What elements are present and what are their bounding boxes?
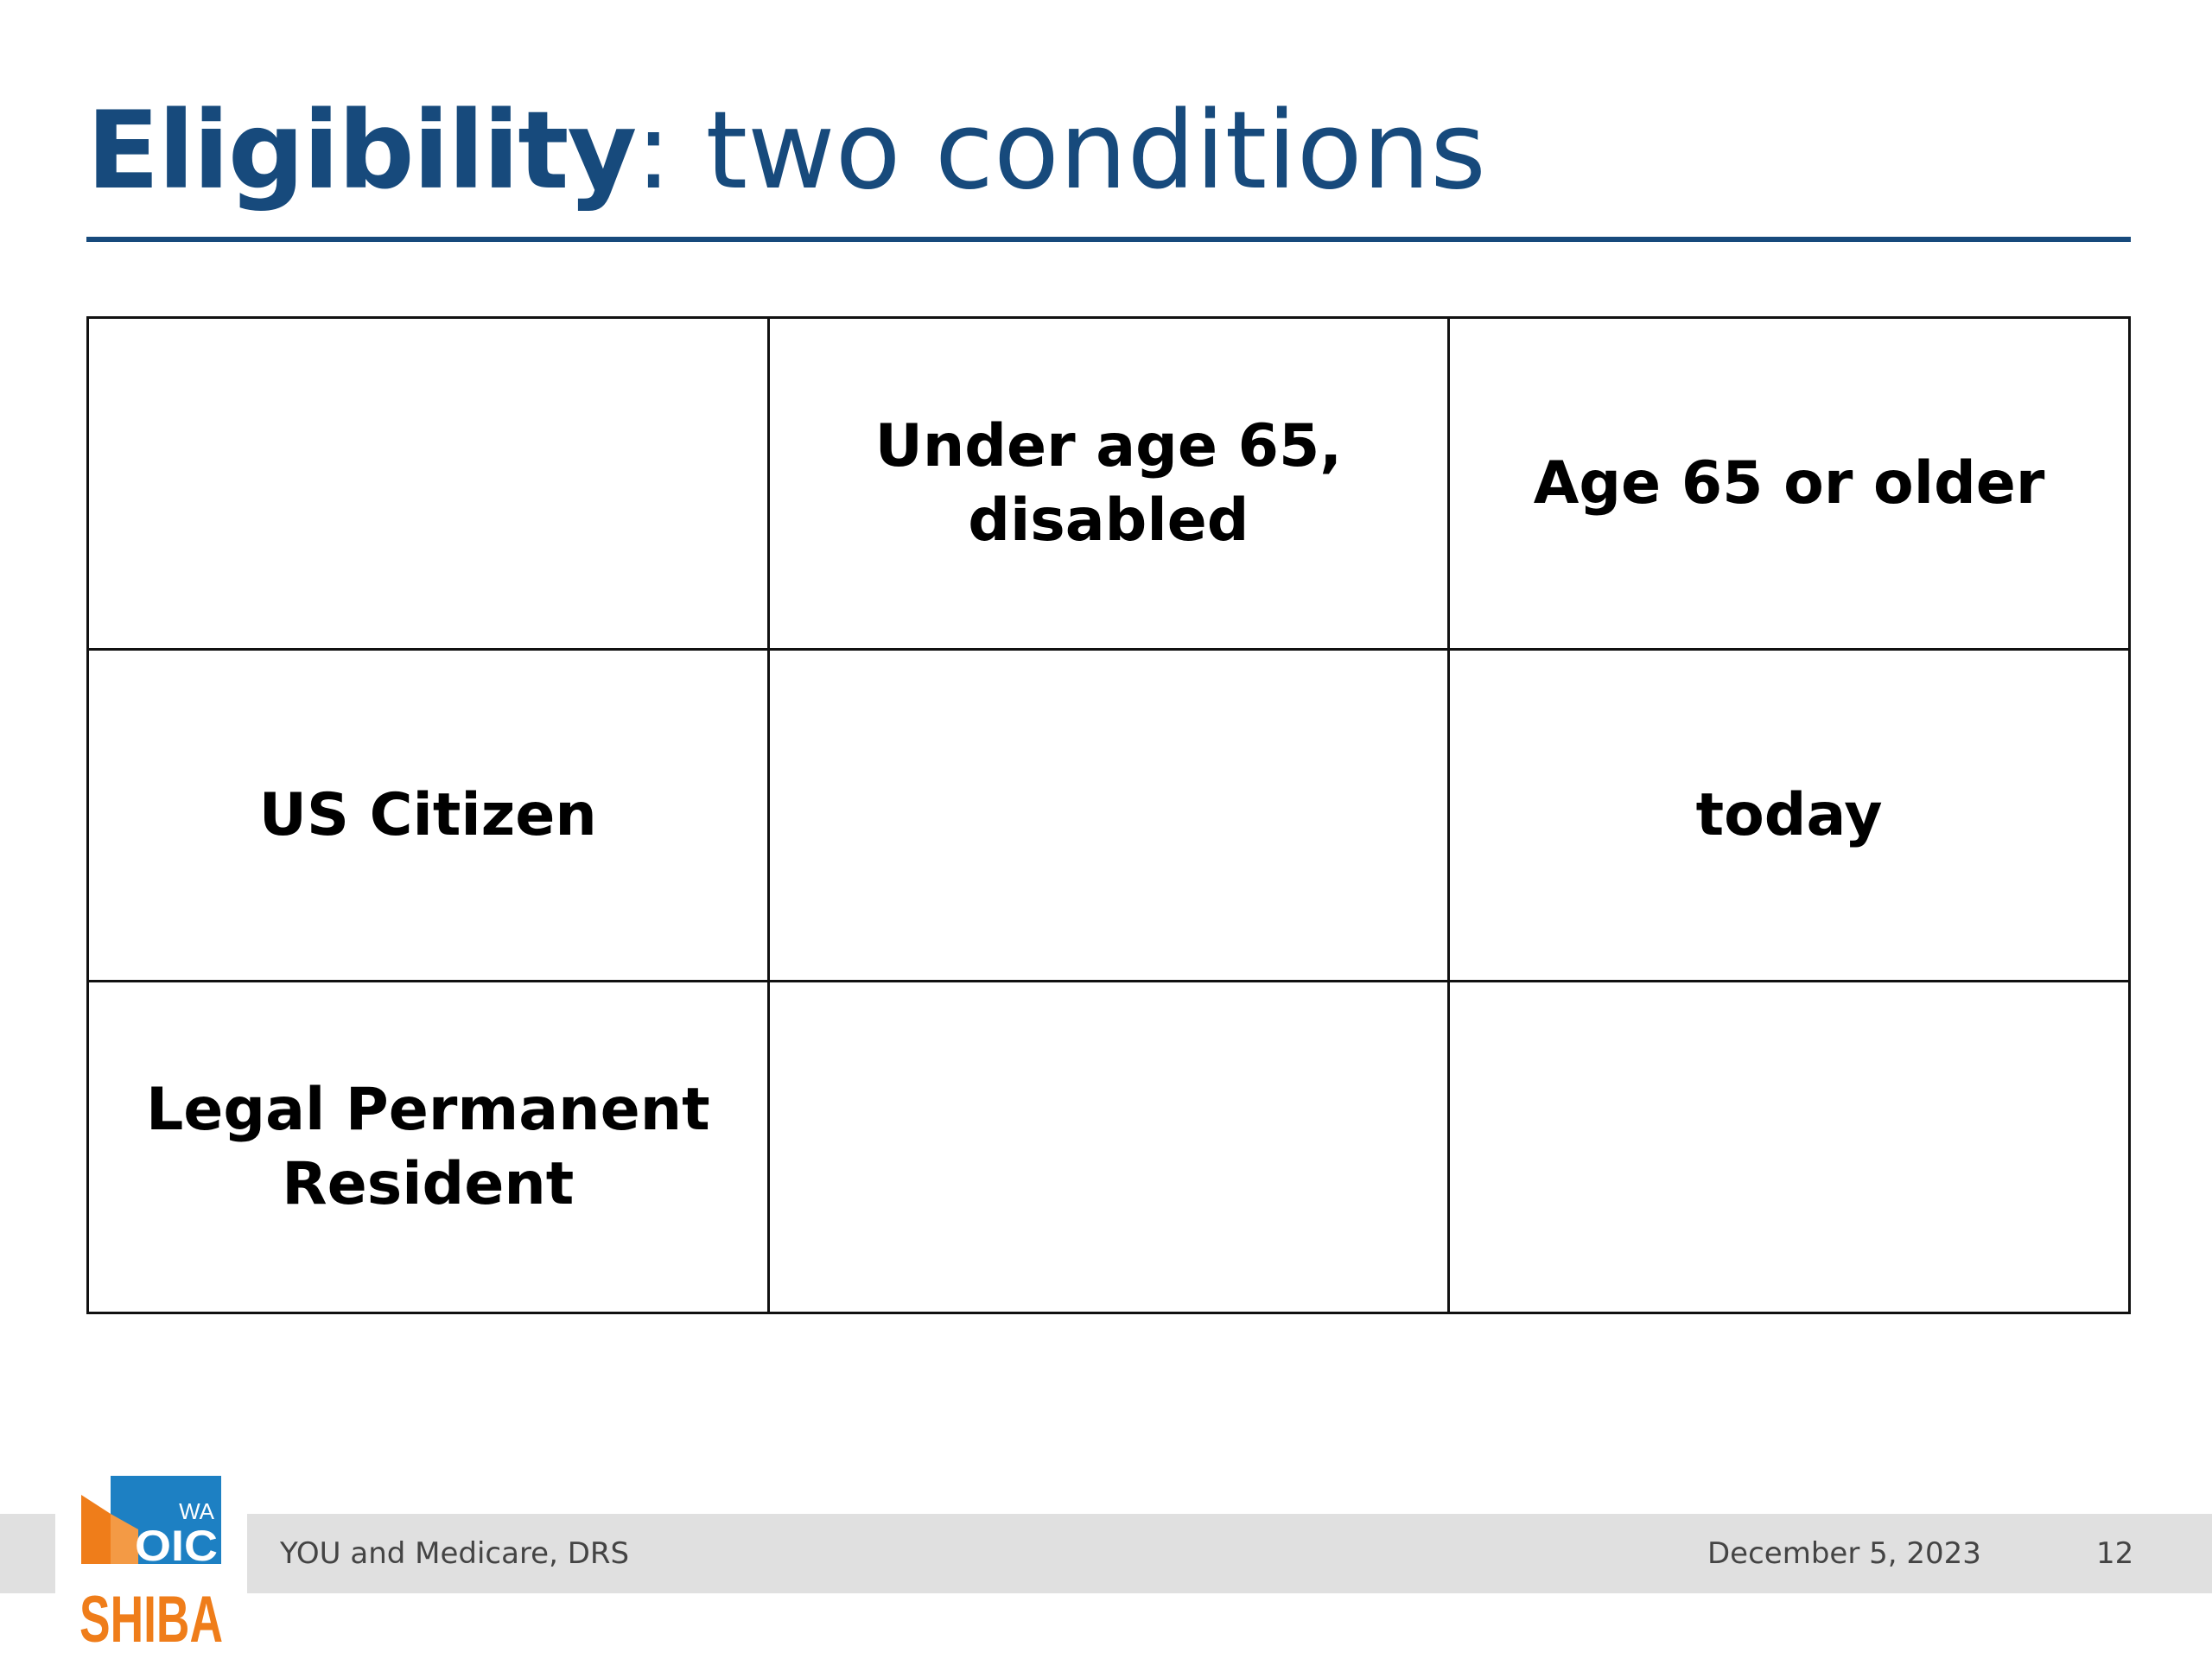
eligibility-table: Under age 65, disabled Age 65 or older U… [86,316,2131,1314]
cell-us-citizen-65-older: today [1447,648,2131,982]
footer-page-number: 12 [2096,1536,2134,1571]
table-corner-cell [86,316,770,651]
table-row: Legal Permanent Resident [86,980,2131,1314]
footer-date: December 5, 2023 [1707,1536,1981,1571]
row-label-us-citizen: US Citizen [86,648,770,982]
oic-shiba-logo: WA OIC SHIBA [79,1476,223,1649]
title-subtitle: : two conditions [635,89,1486,213]
table-row: US Citizen today [86,648,2131,982]
svg-text:SHIBA: SHIBA [79,1583,223,1649]
table-header-row: Under age 65, disabled Age 65 or older [86,316,2131,651]
header-age-65-or-older: Age 65 or older [1447,316,2131,651]
footer-bar [0,1514,2212,1593]
svg-text:WA: WA [179,1498,215,1524]
row-label-legal-permanent-resident: Legal Permanent Resident [86,980,770,1314]
footer-presentation-title: YOU and Medicare, DRS [280,1536,630,1571]
cell-us-citizen-under-65 [766,648,1451,982]
cell-lpr-under-65 [766,980,1451,1314]
header-under-65-disabled: Under age 65, disabled [766,316,1451,651]
title-underline [86,237,2131,242]
slide-title: Eligibility: two conditions [86,86,1486,216]
svg-text:OIC: OIC [135,1522,218,1570]
title-keyword: Eligibility [86,89,637,213]
cell-lpr-65-older [1447,980,2131,1314]
